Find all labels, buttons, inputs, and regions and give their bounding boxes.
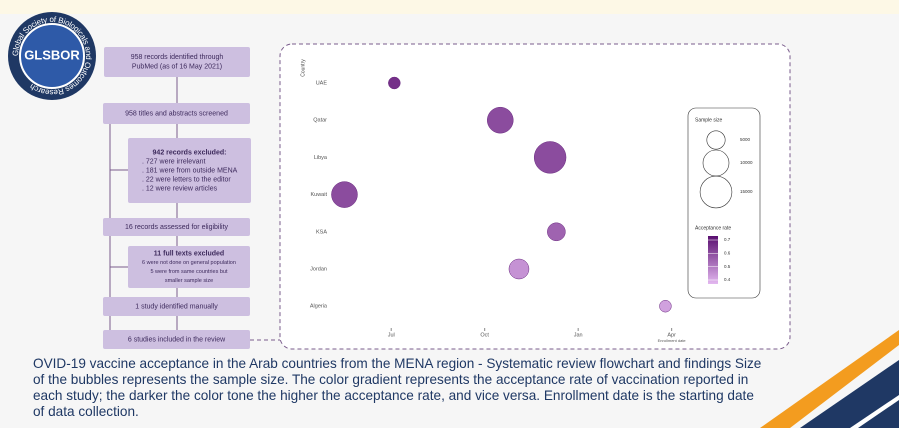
decor-white <box>850 395 899 428</box>
flow-text: 5 were from same countries but <box>150 269 228 275</box>
flow-text: 11 full texts excluded <box>154 250 224 257</box>
flow-text: . 727 were irrelevant <box>142 158 205 165</box>
y-tick-label: Jordan <box>310 266 327 272</box>
legend-box <box>687 107 761 299</box>
legend-title: Acceptance rate <box>695 225 731 231</box>
y-tick-label: Algeria <box>310 304 328 310</box>
y-tick-label: UAE <box>316 80 328 86</box>
bubble <box>508 258 530 280</box>
flow-box <box>103 218 250 236</box>
chart-frame <box>279 43 791 350</box>
bubble <box>547 222 566 242</box>
y-tick-label: Qatar <box>313 118 327 124</box>
colorbar-label: 0.5 <box>724 264 731 269</box>
bubble <box>487 106 514 134</box>
colorbar-label: 0.6 <box>724 251 731 256</box>
flow-box <box>128 246 250 288</box>
bubble <box>659 299 672 313</box>
size-key-label: 5000 <box>740 137 751 142</box>
caption: OVID-19 vaccine acceptance in the Arab c… <box>33 356 762 419</box>
flow-text: . 12 were review articles <box>142 185 218 192</box>
flow-text: 6 studies included in the review <box>128 336 226 343</box>
flow-box <box>128 138 251 203</box>
y-tick-label: Kuwait <box>310 192 327 198</box>
x-tick-label: Jan <box>574 332 583 338</box>
flow-text: . 22 were letters to the editor <box>142 176 231 183</box>
flow-text: smaller sample size <box>165 278 213 284</box>
flow-box <box>103 103 250 124</box>
logo: Global Society of Biologicals and Outcom… <box>8 12 96 100</box>
colorbar-label: 0.7 <box>724 237 731 242</box>
flow-box <box>104 47 250 77</box>
flow-text: 1 study identified manually <box>135 303 218 310</box>
size-key-label: 15000 <box>740 189 753 194</box>
y-tick-label: Libya <box>314 155 328 161</box>
size-key <box>699 175 733 209</box>
flow-box <box>103 297 250 316</box>
y-tick-label: KSA <box>316 229 327 235</box>
flow-text: PubMed (as of 16 May 2021) <box>132 64 222 71</box>
flow-text: 958 records identified through <box>131 54 224 61</box>
bubble <box>533 141 567 174</box>
legend-title: Sample size <box>695 117 722 123</box>
logo-name: GLSBOR <box>24 47 80 62</box>
y-axis-label: Country <box>300 59 306 77</box>
x-axis-label: Enrollment date <box>658 338 687 343</box>
bubble <box>388 76 401 90</box>
size-key <box>706 130 726 150</box>
flow-text: 16 records assessed for eligibility <box>125 224 229 231</box>
decor-navy <box>800 360 899 428</box>
flow-text: 958 titles and abstracts screened <box>125 110 228 117</box>
colorbar-label: 0.4 <box>724 277 731 282</box>
flow-text: 6 were not done on general population <box>142 260 236 266</box>
decor-orange <box>760 330 899 428</box>
colorbar <box>708 236 718 284</box>
x-tick-label: Jul <box>388 332 395 338</box>
flow-box <box>103 330 250 349</box>
bubble <box>331 181 358 208</box>
size-key-label: 10000 <box>740 160 753 165</box>
flow-text: 942 records excluded: <box>153 149 227 156</box>
flow-text: . 181 were from outside MENA <box>142 167 238 174</box>
x-tick-label: Apr <box>667 332 676 338</box>
x-tick-label: Oct <box>480 332 489 338</box>
